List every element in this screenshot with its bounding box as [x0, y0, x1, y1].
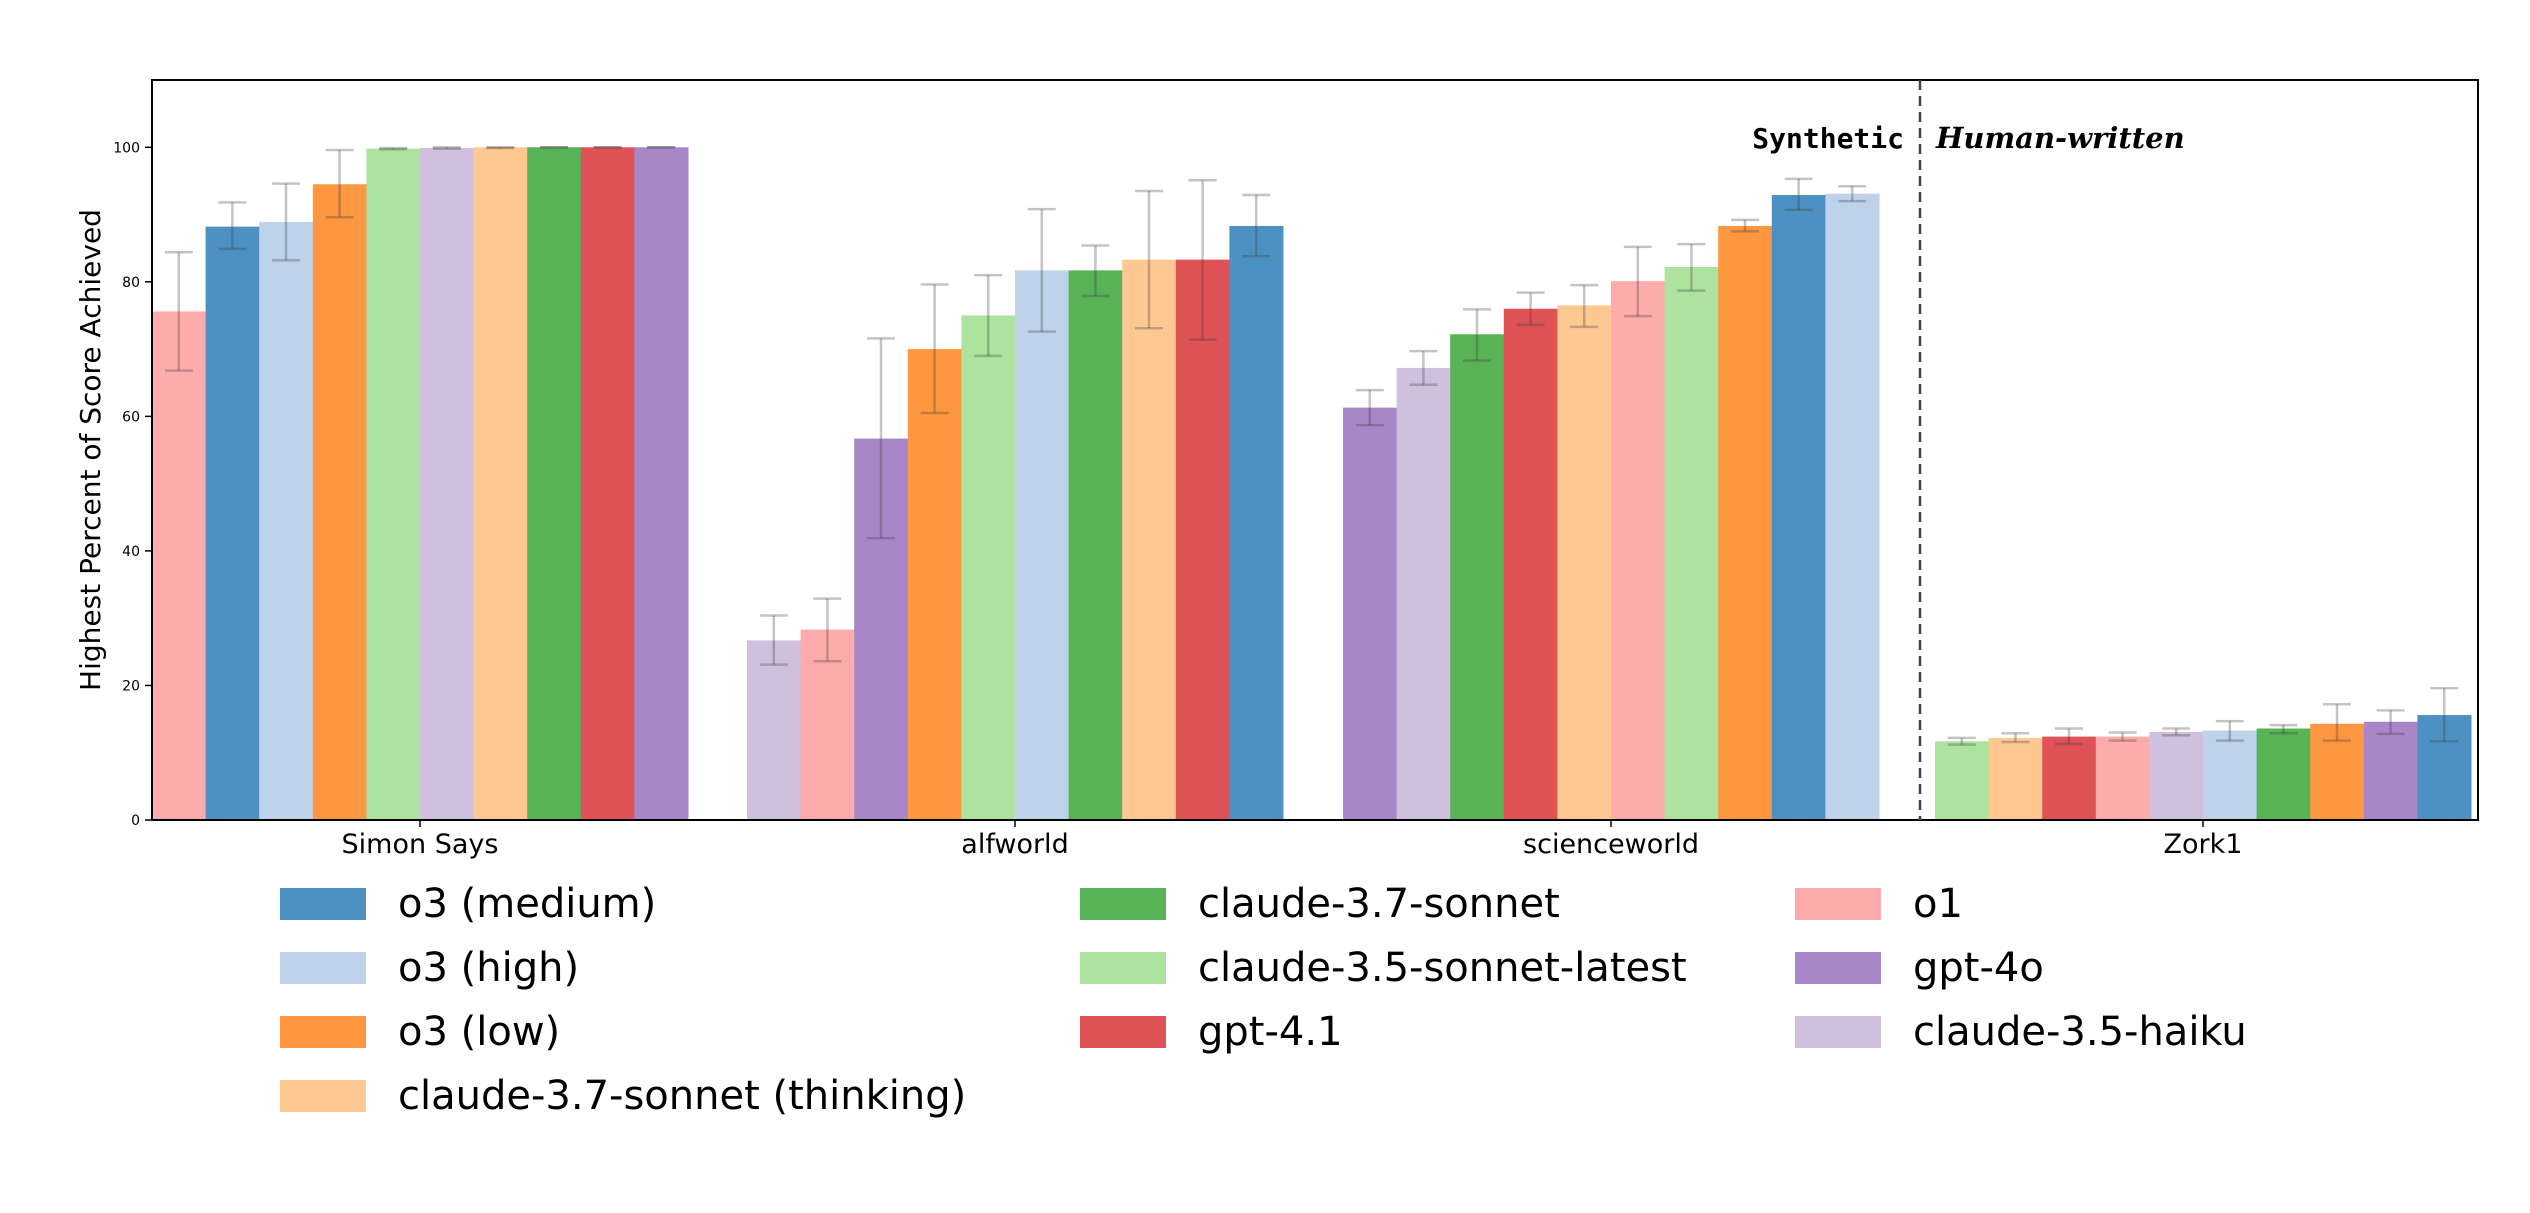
legend-swatch: [1080, 888, 1166, 920]
bar: [205, 226, 260, 820]
bar: [1015, 270, 1070, 820]
legend-item: claude-3.7-sonnet (thinking): [280, 1072, 1080, 1120]
legend-item: gpt-4.1: [1080, 1008, 1795, 1056]
legend-item: gpt-4o: [1795, 944, 2295, 992]
y-tick-label: 80: [122, 275, 140, 291]
bar: [473, 147, 528, 821]
y-tick-label: 0: [131, 813, 140, 829]
bars-layer: [152, 147, 2472, 821]
bar: [366, 148, 421, 821]
legend-label: claude-3.5-sonnet-latest: [1198, 945, 1687, 991]
bar: [1771, 195, 1826, 820]
bar: [2363, 721, 2418, 820]
synthetic-label: Synthetic: [1752, 122, 1904, 155]
bar: [747, 640, 802, 820]
bar: [854, 438, 909, 820]
legend-swatch: [280, 1080, 366, 1112]
bar: [1664, 267, 1719, 820]
y-tick-label: 20: [122, 678, 140, 694]
legend: o3 (medium) claude-3.7-sonnet o1 o3 (high) c…: [280, 880, 2380, 1120]
x-tick-label: alfworld: [961, 829, 1068, 860]
y-tick-label: 100: [113, 140, 140, 156]
bar: [1988, 737, 2043, 820]
legend-item: claude-3.7-sonnet: [1080, 880, 1795, 928]
legend-label: o3 (high): [398, 945, 580, 991]
legend-swatch: [1795, 1016, 1881, 1048]
x-axis-ticks: Simon Says alfworld scienceworld Zork1: [342, 820, 2243, 860]
y-tick-label: 40: [122, 544, 140, 560]
y-axis-ticks: 0 20 40 60 80 100: [113, 140, 152, 829]
legend-label: claude-3.5-haiku: [1913, 1009, 2247, 1055]
bar: [2203, 730, 2258, 820]
x-tick-label: Simon Says: [342, 829, 499, 860]
bar: [1175, 259, 1230, 821]
legend-item: claude-3.5-sonnet-latest: [1080, 944, 1795, 992]
legend-swatch: [280, 952, 366, 984]
error-bars-layer: [164, 146, 2459, 746]
bar: [907, 349, 962, 820]
bar: [1825, 193, 1880, 820]
bar: [2256, 728, 2311, 820]
bar: [259, 221, 314, 821]
legend-swatch: [280, 1016, 366, 1048]
legend-swatch: [280, 888, 366, 920]
legend-label: claude-3.7-sonnet: [1198, 881, 1560, 927]
bar: [527, 147, 582, 821]
legend-label: gpt-4o: [1913, 945, 2044, 991]
x-tick-label: scienceworld: [1523, 829, 1699, 860]
bar: [1343, 407, 1398, 820]
legend-swatch: [1080, 952, 1166, 984]
y-tick-label: 60: [122, 409, 140, 425]
bar: [2149, 731, 2204, 820]
bar: [1122, 259, 1177, 821]
bar: [152, 311, 207, 820]
bar: [1718, 225, 1773, 820]
bar: [1503, 308, 1558, 820]
human-written-label: Human-written: [1935, 121, 2185, 155]
bar: [2417, 715, 2472, 820]
y-axis-label: Highest Percent of Score Achieved: [74, 209, 107, 691]
legend-label: o1: [1913, 881, 1963, 927]
legend-item: claude-3.5-haiku: [1795, 1008, 2295, 1056]
bar: [580, 147, 635, 821]
legend-swatch: [1795, 952, 1881, 984]
bar: [634, 147, 689, 821]
x-tick-label: Zork1: [2164, 829, 2243, 860]
legend-item: o1: [1795, 880, 2295, 928]
bar-chart: 0 20 40 60 80 100 Simon Says alfworld sciencewo…: [74, 79, 2479, 860]
legend-label: o3 (low): [398, 1009, 561, 1055]
bar: [312, 184, 367, 821]
legend-swatch: [1795, 888, 1881, 920]
bar: [1229, 225, 1284, 820]
legend-item: o3 (low): [280, 1008, 1080, 1056]
legend-label: claude-3.7-sonnet (thinking): [398, 1073, 967, 1119]
bar: [1611, 281, 1666, 820]
legend-item: o3 (medium): [280, 880, 1080, 928]
bar: [2095, 736, 2150, 820]
bar: [800, 629, 855, 820]
axes-frame: [151, 79, 2479, 821]
legend-item: o3 (high): [280, 944, 1080, 992]
legend-spacer: [1795, 1072, 2295, 1120]
bar: [961, 315, 1016, 820]
bar: [1396, 367, 1451, 820]
legend-swatch: [1080, 1016, 1166, 1048]
bar: [1557, 305, 1612, 820]
legend-spacer: [1080, 1072, 1795, 1120]
bar: [2310, 723, 2365, 820]
bar: [1068, 270, 1123, 820]
bar: [420, 147, 475, 821]
bar: [1935, 741, 1990, 820]
legend-label: o3 (medium): [398, 881, 657, 927]
legend-label: gpt-4.1: [1198, 1009, 1343, 1055]
bar: [1450, 334, 1505, 820]
bar: [2042, 736, 2097, 820]
